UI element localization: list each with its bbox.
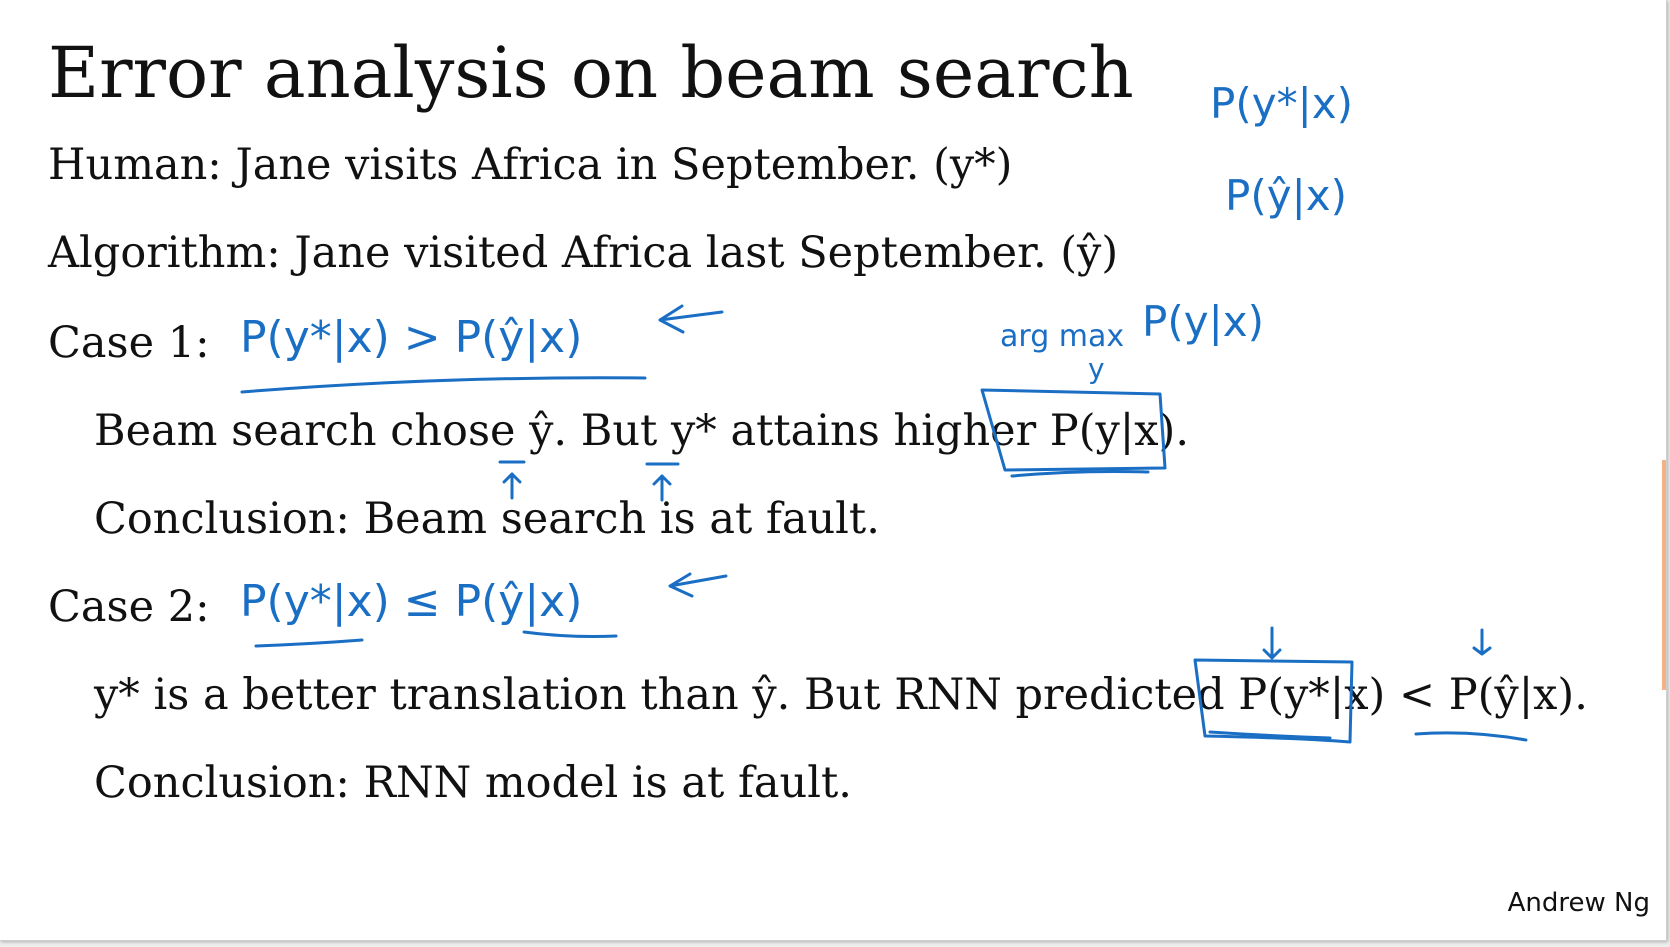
ink-arrow-left-1: [658, 304, 724, 334]
ink-underline-box: [1010, 470, 1150, 478]
attribution: Andrew Ng: [1507, 888, 1650, 918]
ink-down-arrow-1: [1262, 626, 1282, 660]
algorithm-line: Algorithm: Jane visited Africa last Sept…: [48, 228, 1119, 278]
ink-p-yhat: P(ŷ|x): [1225, 171, 1347, 220]
human-line: Human: Jane visits Africa in September. …: [48, 140, 1013, 190]
ink-argmax-rhs: P(y|x): [1142, 297, 1264, 346]
case1-label: Case 1:: [48, 318, 210, 368]
case2-label: Case 2:: [48, 582, 210, 632]
ink-underline-ystar: [254, 638, 364, 648]
scrollbar-accent[interactable]: [1662, 460, 1666, 690]
case2-conclusion: Conclusion: RNN model is at fault.: [94, 758, 852, 808]
ink-underline-pyhat: [1414, 731, 1528, 742]
case1-conclusion: Conclusion: Beam search is at fault.: [94, 494, 880, 544]
ink-p-ystar: P(y*|x): [1210, 79, 1353, 128]
case1-statement: Beam search chose ŷ. But y* attains high…: [94, 406, 1189, 456]
ink-underline-pystar: [1208, 730, 1332, 740]
ink-argmax: arg max: [1000, 319, 1124, 354]
ink-argmax-sub: y: [1088, 352, 1105, 385]
ink-case1-inequality: P(y*|x) > P(ŷ|x): [240, 312, 582, 363]
case2-statement: y* is a better translation than ŷ. But R…: [94, 670, 1588, 720]
ink-arrow-left-2: [668, 572, 728, 598]
slide-title: Error analysis on beam search: [48, 32, 1134, 114]
ink-underline-case1: [240, 376, 647, 394]
ink-down-arrow-2: [1472, 628, 1492, 656]
ink-case2-inequality: P(y*|x) ≤ P(ŷ|x): [240, 576, 582, 627]
ink-underline-yhat: [522, 630, 618, 638]
